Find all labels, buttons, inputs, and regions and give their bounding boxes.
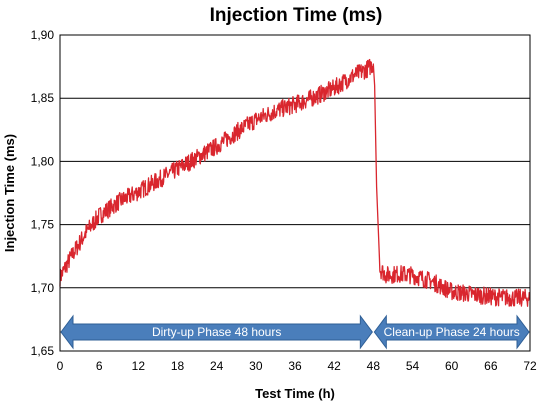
y-tick-label: 1,80	[31, 154, 55, 168]
y-tick-labels: 1,65 1,70 1,75 1,80 1,85 1,90	[31, 28, 55, 358]
y-tick-label: 1,90	[31, 28, 55, 42]
phase-arrow	[60, 314, 373, 350]
phase-arrow	[373, 314, 530, 350]
x-tick-label: 6	[96, 359, 103, 373]
x-axis-label: Test Time (h)	[255, 386, 335, 401]
x-tick-label: 30	[249, 359, 263, 373]
x-tick-label: 0	[57, 359, 64, 373]
chart-title: Injection Time (ms)	[210, 5, 383, 26]
y-tick-label: 1,75	[31, 218, 55, 232]
plot-area-border	[59, 34, 531, 352]
y-tick-label: 1,65	[31, 344, 55, 358]
series-layer	[59, 58, 531, 307]
x-tick-labels: 0 6 12 18 24 30 36 42 48 54 60 66 72	[57, 359, 537, 373]
y-tick-label: 1,85	[31, 91, 55, 105]
x-tick-label: 12	[132, 359, 146, 373]
y-tick-label: 1,70	[31, 281, 55, 295]
x-tick-label: 66	[484, 359, 498, 373]
y-axis-label: Injection Time (ms)	[2, 134, 17, 252]
x-tick-label: 60	[445, 359, 459, 373]
x-tick-label: 36	[288, 359, 302, 373]
x-tick-label: 54	[406, 359, 420, 373]
x-tick-label: 18	[171, 359, 185, 373]
x-tick-label: 24	[210, 359, 224, 373]
phase-arrows: Dirty-up Phase 48 hours Clean-up Phase 24…	[60, 314, 530, 350]
x-tick-label: 42	[327, 359, 341, 373]
phase-label: Clean-up Phase 24 hours	[384, 325, 520, 339]
phase-label: Dirty-up Phase 48 hours	[152, 325, 281, 339]
x-tick-label: 48	[367, 359, 381, 373]
x-tick-label: 72	[523, 359, 537, 373]
series-line	[59, 58, 531, 307]
